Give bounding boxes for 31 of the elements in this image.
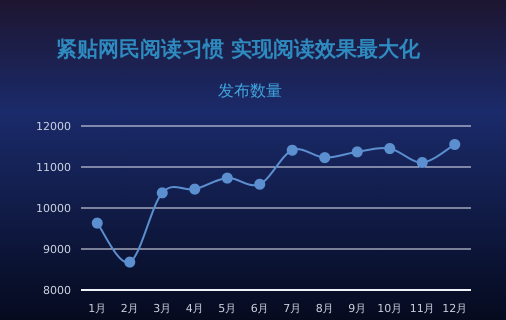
x-tick-label: 2月 [120, 302, 139, 315]
point [156, 187, 168, 198]
x-tick-label: 8月 [316, 302, 334, 315]
point [449, 138, 460, 150]
chart-subtitle: 发布数量 [218, 81, 282, 100]
x-tick-label: 3月 [153, 302, 172, 315]
point [222, 172, 233, 184]
y-tick-label: 8000 [43, 284, 71, 297]
y-tick-label: 12000 [36, 120, 71, 133]
point [124, 256, 136, 268]
point [189, 184, 200, 195]
point [384, 143, 396, 154]
x-tick-label: 10月 [377, 302, 402, 315]
y-tick-label: 10000 [36, 202, 71, 215]
y-tick-label: 9000 [43, 243, 71, 256]
point [352, 146, 363, 158]
point [416, 156, 428, 168]
point [286, 144, 298, 156]
x-tick-label: 7月 [283, 302, 302, 315]
x-tick-label: 4月 [186, 302, 204, 315]
point [92, 218, 103, 229]
point [319, 152, 330, 164]
x-tick-label: 12月 [442, 302, 468, 315]
point [254, 178, 266, 190]
x-tick-label: 5月 [218, 302, 236, 315]
x-tick-label: 11月 [410, 302, 435, 315]
x-tick-label: 9月 [348, 302, 366, 315]
chart-title: 紧贴网民阅读习惯 实现阅读效果最大化 [56, 37, 422, 61]
x-tick-label: 6月 [250, 302, 269, 315]
x-tick-label: 1月 [88, 302, 106, 315]
y-tick-label: 11000 [36, 161, 71, 174]
